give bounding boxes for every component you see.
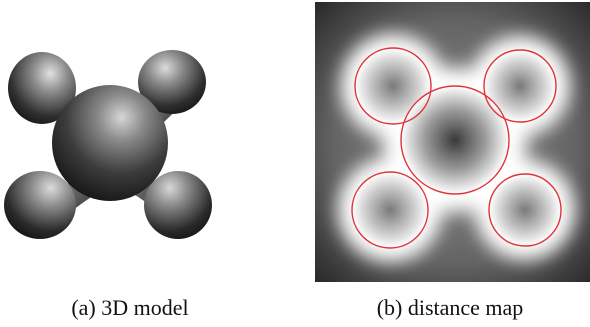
distance-lobe-bottom-left xyxy=(352,172,428,248)
distance-lobe-top-left xyxy=(355,48,431,124)
caption-3d-model: (a) 3D model xyxy=(71,295,189,320)
distance-map-figure xyxy=(315,2,590,282)
panel-distance-map xyxy=(310,0,590,290)
distance-lobe-top-right xyxy=(484,50,556,122)
distance-center xyxy=(401,86,509,194)
panel-3d-model xyxy=(0,0,230,290)
model-lobe-top-right xyxy=(138,50,206,114)
model-center-sphere xyxy=(52,85,168,201)
caption-distance-map: (b) distance map xyxy=(376,295,524,320)
model-lobe-bottom-left xyxy=(4,171,76,239)
model-lobe-top-left xyxy=(8,52,76,124)
boundary-contour xyxy=(351,47,562,249)
model-lobe-bottom-right xyxy=(144,171,212,239)
distance-lobe-bottom-right xyxy=(489,174,561,246)
3d-model-figure xyxy=(4,50,212,239)
